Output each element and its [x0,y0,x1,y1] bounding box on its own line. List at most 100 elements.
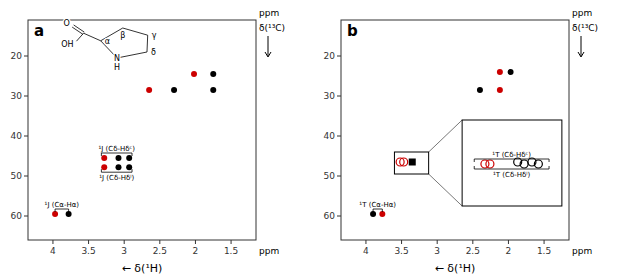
point [534,160,542,168]
structure-label: N [114,54,120,63]
point [400,158,408,166]
y-axis-unit: ppm [572,8,592,18]
point [210,71,216,77]
x-tick [159,240,160,244]
y-tick-label: 40 [324,131,336,141]
x-tick [544,240,545,244]
x-tick [124,240,125,244]
x-tick-label: 2 [193,246,199,256]
bracket [55,209,69,212]
point [126,164,132,170]
panel-label: a [34,22,44,40]
bracket [373,209,382,212]
x-tick [52,240,53,244]
x-axis-label: ← δ(¹H) [122,262,163,275]
structure-bond [146,35,148,52]
bracket-label: ¹T (Cδ-Hδˡ) [493,171,530,179]
y-tick-label: 40 [11,131,23,141]
x-tick [401,240,402,244]
y-tick [24,96,28,97]
y-axis-arrow-head [265,52,271,57]
x-tick-label: 3.5 [81,246,95,256]
x-axis-label: ← δ(¹H) [435,262,476,275]
y-tick [337,176,341,177]
plot-area [370,69,562,217]
panel-label: b [347,22,358,40]
bracket-label: ¹J (Cδ-Hδˡ) [99,174,134,182]
y-tick-label: 30 [11,91,23,101]
structure-label: δ [151,48,156,57]
plot-frame [28,20,256,240]
y-axis-arrow [581,36,582,56]
x-tick [472,240,473,244]
structure-label: α [105,37,110,46]
y-axis-unit: ppm [259,8,279,18]
y-tick [24,56,28,57]
y-tick [337,56,341,57]
structure-label: H [114,63,120,72]
point [497,87,503,93]
point [101,155,107,161]
x-axis-unit: ppm [259,246,279,256]
x-tick [437,240,438,244]
structure-label: O [64,19,70,28]
point [171,87,177,93]
structure-bond [84,33,101,41]
y-tick-label: 30 [324,91,336,101]
y-tick [24,136,28,137]
point [146,87,152,93]
y-tick [337,96,341,97]
structure-label: OH [61,40,73,49]
bracket [474,166,549,169]
inset-box [462,120,562,206]
point [477,87,483,93]
x-tick [231,240,232,244]
x-tick [195,240,196,244]
x-tick-label: 3 [434,246,440,256]
y-tick-label: 60 [11,211,23,221]
y-tick-label: 60 [324,211,336,221]
y-axis-arrow-head [578,52,584,57]
point [191,71,197,77]
point [101,164,107,170]
connector [429,174,462,206]
y-tick [337,216,341,217]
x-tick-label: 2.5 [153,246,167,256]
y-tick [24,216,28,217]
point [115,164,121,170]
x-tick-label: 1.5 [537,246,551,256]
plot-frame [341,20,569,240]
y-axis-label: δ(¹³C) [572,23,598,33]
bracket-label: ¹J (Cα-Hα) [45,201,80,209]
bracket [101,153,132,156]
bracket [474,159,549,162]
bracket-label: ¹J (Cδ-Hδᶜ) [99,145,136,153]
x-tick [508,240,509,244]
point [508,69,514,75]
x-axis-unit: ppm [572,246,592,256]
x-tick [365,240,366,244]
bracket-label: ¹T (Cδ-Hδᶜ) [492,151,531,159]
y-tick-label: 20 [324,51,336,61]
y-tick [337,136,341,137]
structure-bond [72,27,83,34]
structure-bond [117,52,147,58]
connector [429,120,462,152]
x-tick-label: 3 [121,246,127,256]
point [210,87,216,93]
x-tick-label: 3.5 [394,246,408,256]
x-tick [88,240,89,244]
point [115,155,121,161]
point [520,160,528,168]
x-tick-label: 4 [50,246,56,256]
structure-bond [123,28,148,35]
point [409,159,416,166]
y-axis-arrow [268,36,269,56]
x-tick-label: 2 [506,246,512,256]
y-tick-label: 20 [11,51,23,61]
x-tick-label: 2.5 [466,246,480,256]
y-axis-label: δ(¹³C) [259,23,285,33]
bracket [101,169,132,172]
point [126,155,132,161]
chart: 43.532.521.52030405060← δ(¹H)ppmppmδ(¹³C… [0,0,627,280]
